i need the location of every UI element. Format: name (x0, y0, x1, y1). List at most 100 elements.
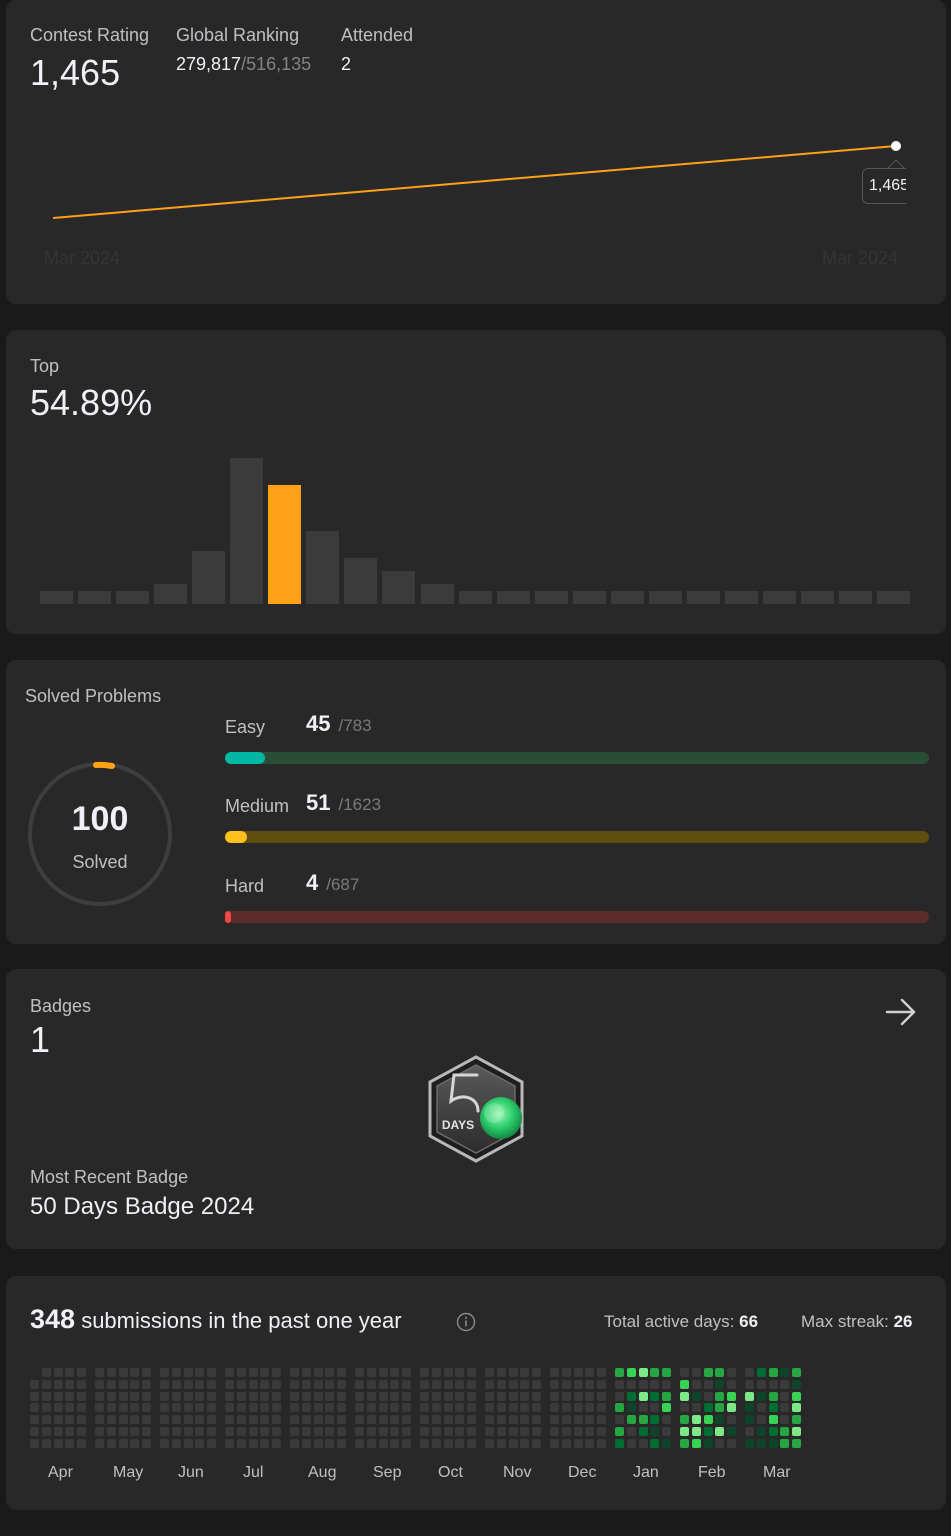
heatmap-day[interactable] (171, 1379, 181, 1389)
heatmap-day[interactable] (745, 1427, 754, 1436)
heatmap-day[interactable] (390, 1427, 400, 1436)
heatmap-day[interactable] (378, 1427, 388, 1436)
heatmap-day[interactable] (715, 1391, 725, 1401)
heatmap-day[interactable] (337, 1415, 347, 1425)
heatmap-day[interactable] (160, 1391, 169, 1401)
heatmap-day[interactable] (626, 1438, 636, 1448)
heatmap-day[interactable] (756, 1415, 766, 1425)
heatmap-day[interactable] (402, 1415, 412, 1425)
heatmap-day[interactable] (680, 1438, 689, 1448)
heatmap-day[interactable] (95, 1368, 104, 1377)
distribution-bar[interactable] (877, 590, 911, 604)
heatmap-day[interactable] (325, 1427, 335, 1436)
heatmap-day[interactable] (160, 1368, 169, 1377)
heatmap-day[interactable] (615, 1427, 624, 1436)
heatmap-day[interactable] (691, 1391, 701, 1401)
heatmap-day[interactable] (130, 1415, 140, 1425)
heatmap-day[interactable] (106, 1391, 116, 1401)
heatmap-day[interactable] (550, 1427, 559, 1436)
heatmap-day[interactable] (691, 1438, 701, 1448)
distribution-bar[interactable] (154, 584, 188, 604)
heatmap-day[interactable] (130, 1438, 140, 1448)
heatmap-day[interactable] (301, 1438, 311, 1448)
heatmap-day[interactable] (615, 1368, 624, 1377)
distribution-bar[interactable] (420, 584, 454, 604)
heatmap-day[interactable] (325, 1403, 335, 1413)
heatmap-day[interactable] (207, 1403, 217, 1413)
heatmap-day[interactable] (53, 1368, 63, 1377)
heatmap-day[interactable] (727, 1391, 737, 1401)
heatmap-day[interactable] (691, 1415, 701, 1425)
heatmap-day[interactable] (65, 1438, 75, 1448)
heatmap-day[interactable] (443, 1391, 453, 1401)
heatmap-day[interactable] (561, 1391, 571, 1401)
distribution-bar[interactable] (610, 590, 644, 604)
heatmap-day[interactable] (65, 1427, 75, 1436)
heatmap-day[interactable] (431, 1391, 441, 1401)
heatmap-day[interactable] (95, 1438, 104, 1448)
heatmap-day[interactable] (207, 1391, 217, 1401)
heatmap-day[interactable] (313, 1403, 323, 1413)
heatmap-day[interactable] (171, 1438, 181, 1448)
heatmap-day[interactable] (195, 1403, 205, 1413)
heatmap-day[interactable] (561, 1379, 571, 1389)
heatmap-day[interactable] (260, 1403, 270, 1413)
heatmap-day[interactable] (236, 1415, 246, 1425)
distribution-bar[interactable] (268, 484, 302, 604)
heatmap-day[interactable] (443, 1403, 453, 1413)
heatmap-day[interactable] (183, 1415, 193, 1425)
heatmap-day[interactable] (118, 1415, 128, 1425)
heatmap-day[interactable] (745, 1391, 754, 1401)
heatmap-day[interactable] (455, 1415, 465, 1425)
heatmap-day[interactable] (337, 1379, 347, 1389)
heatmap-day[interactable] (650, 1403, 660, 1413)
heatmap-day[interactable] (467, 1438, 477, 1448)
heatmap-day[interactable] (561, 1438, 571, 1448)
heatmap-day[interactable] (573, 1415, 583, 1425)
heatmap-day[interactable] (585, 1391, 595, 1401)
heatmap-day[interactable] (662, 1379, 672, 1389)
heatmap-day[interactable] (662, 1427, 672, 1436)
heatmap-day[interactable] (402, 1379, 412, 1389)
heatmap-day[interactable] (715, 1403, 725, 1413)
heatmap-day[interactable] (703, 1403, 713, 1413)
heatmap-day[interactable] (455, 1403, 465, 1413)
heatmap-day[interactable] (290, 1368, 299, 1377)
heatmap-day[interactable] (65, 1391, 75, 1401)
heatmap-day[interactable] (680, 1427, 689, 1436)
heatmap-day[interactable] (508, 1427, 518, 1436)
heatmap-day[interactable] (106, 1438, 116, 1448)
heatmap-day[interactable] (597, 1415, 607, 1425)
heatmap-day[interactable] (355, 1368, 364, 1377)
heatmap-day[interactable] (118, 1438, 128, 1448)
distribution-bar[interactable] (40, 590, 73, 604)
heatmap-day[interactable] (662, 1368, 672, 1377)
heatmap-day[interactable] (508, 1403, 518, 1413)
heatmap-day[interactable] (691, 1368, 701, 1377)
heatmap-day[interactable] (301, 1415, 311, 1425)
distribution-bar[interactable] (572, 590, 606, 604)
heatmap-day[interactable] (650, 1379, 660, 1389)
heatmap-day[interactable] (142, 1403, 152, 1413)
heatmap-day[interactable] (30, 1379, 39, 1389)
heatmap-day[interactable] (313, 1391, 323, 1401)
heatmap-day[interactable] (366, 1379, 376, 1389)
distribution-bar[interactable] (78, 590, 112, 604)
heatmap-day[interactable] (496, 1368, 506, 1377)
heatmap-day[interactable] (626, 1403, 636, 1413)
heatmap-day[interactable] (65, 1379, 75, 1389)
heatmap-day[interactable] (30, 1391, 39, 1401)
heatmap-day[interactable] (485, 1379, 494, 1389)
heatmap-day[interactable] (171, 1391, 181, 1401)
heatmap-day[interactable] (183, 1391, 193, 1401)
heatmap-day[interactable] (626, 1415, 636, 1425)
heatmap-day[interactable] (768, 1368, 778, 1377)
heatmap-day[interactable] (106, 1427, 116, 1436)
heatmap-day[interactable] (236, 1368, 246, 1377)
heatmap-day[interactable] (142, 1415, 152, 1425)
heatmap-day[interactable] (142, 1427, 152, 1436)
heatmap-day[interactable] (638, 1391, 648, 1401)
heatmap-day[interactable] (467, 1403, 477, 1413)
heatmap-day[interactable] (106, 1368, 116, 1377)
heatmap-day[interactable] (550, 1415, 559, 1425)
